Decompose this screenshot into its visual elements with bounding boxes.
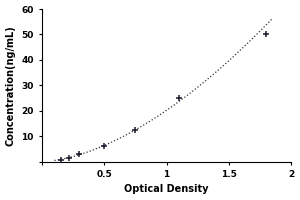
Y-axis label: Concentration(ng/mL): Concentration(ng/mL) (6, 25, 16, 146)
X-axis label: Optical Density: Optical Density (124, 184, 209, 194)
